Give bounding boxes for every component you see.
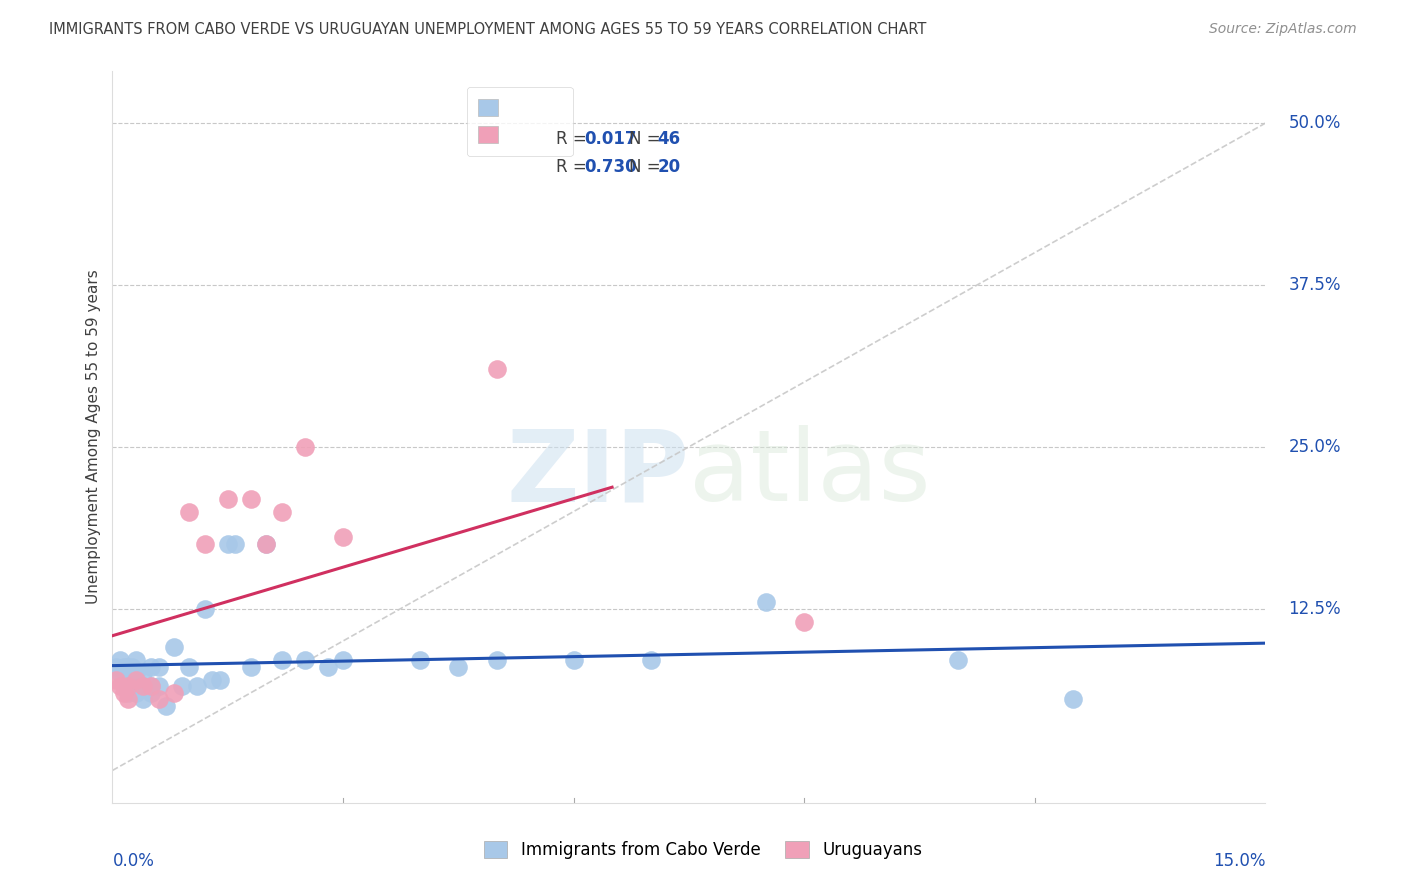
Point <box>117 666 139 681</box>
Point <box>163 640 186 655</box>
Point <box>179 504 201 518</box>
Point <box>209 673 232 687</box>
Point <box>640 653 662 667</box>
Point <box>117 692 139 706</box>
Text: R =: R = <box>557 159 592 177</box>
Point <box>270 653 292 667</box>
Point <box>105 660 128 674</box>
Point <box>112 686 135 700</box>
Point <box>139 679 162 693</box>
Point <box>108 653 131 667</box>
Point <box>194 601 217 615</box>
Point <box>128 679 150 693</box>
Point <box>117 679 139 693</box>
Point <box>105 673 128 687</box>
Point <box>108 679 131 693</box>
Point <box>201 673 224 687</box>
Legend:           ,           : , <box>467 87 572 156</box>
Point <box>217 491 239 506</box>
Point <box>124 673 146 687</box>
Point <box>179 660 201 674</box>
Point <box>239 491 262 506</box>
Text: 0.017: 0.017 <box>585 130 637 148</box>
Point <box>124 673 146 687</box>
Point <box>316 660 339 674</box>
Point <box>485 362 508 376</box>
Legend: Immigrants from Cabo Verde, Uruguayans: Immigrants from Cabo Verde, Uruguayans <box>475 833 931 868</box>
Point <box>562 653 585 667</box>
Point <box>117 686 139 700</box>
Point <box>217 537 239 551</box>
Point <box>254 537 277 551</box>
Point <box>946 653 969 667</box>
Point <box>332 653 354 667</box>
Text: IMMIGRANTS FROM CABO VERDE VS URUGUAYAN UNEMPLOYMENT AMONG AGES 55 TO 59 YEARS C: IMMIGRANTS FROM CABO VERDE VS URUGUAYAN … <box>49 22 927 37</box>
Point <box>148 679 170 693</box>
Point <box>124 686 146 700</box>
Point <box>294 653 316 667</box>
Point <box>793 615 815 629</box>
Point <box>332 530 354 544</box>
Point <box>194 537 217 551</box>
Point <box>447 660 470 674</box>
Text: atlas: atlas <box>689 425 931 522</box>
Text: 0.0%: 0.0% <box>112 852 155 870</box>
Point <box>112 660 135 674</box>
Text: ZIP: ZIP <box>506 425 689 522</box>
Point <box>224 537 246 551</box>
Point <box>163 686 186 700</box>
Point <box>139 660 162 674</box>
Point <box>121 660 143 674</box>
Text: 25.0%: 25.0% <box>1288 438 1341 456</box>
Point <box>270 504 292 518</box>
Text: N =: N = <box>630 130 666 148</box>
Point <box>132 692 155 706</box>
Point <box>124 666 146 681</box>
Point <box>170 679 193 693</box>
Point <box>294 440 316 454</box>
Point <box>124 653 146 667</box>
Point <box>1062 692 1084 706</box>
Point <box>132 679 155 693</box>
Text: 12.5%: 12.5% <box>1288 599 1341 617</box>
Y-axis label: Unemployment Among Ages 55 to 59 years: Unemployment Among Ages 55 to 59 years <box>86 269 101 605</box>
Text: R =: R = <box>557 130 592 148</box>
Point <box>755 595 778 609</box>
Point <box>117 679 139 693</box>
Text: Source: ZipAtlas.com: Source: ZipAtlas.com <box>1209 22 1357 37</box>
Text: 50.0%: 50.0% <box>1288 114 1341 132</box>
Point <box>117 660 139 674</box>
Point <box>139 686 162 700</box>
Point <box>148 692 170 706</box>
Point <box>155 698 177 713</box>
Point <box>186 679 208 693</box>
Text: 37.5%: 37.5% <box>1288 276 1341 294</box>
Point <box>409 653 432 667</box>
Text: N =: N = <box>630 159 666 177</box>
Point <box>254 537 277 551</box>
Point <box>132 679 155 693</box>
Text: 15.0%: 15.0% <box>1213 852 1265 870</box>
Point <box>139 679 162 693</box>
Text: 20: 20 <box>657 159 681 177</box>
Point <box>148 660 170 674</box>
Text: 0.730: 0.730 <box>585 159 637 177</box>
Point <box>132 666 155 681</box>
Point <box>239 660 262 674</box>
Text: 46: 46 <box>657 130 681 148</box>
Point <box>108 666 131 681</box>
Point <box>485 653 508 667</box>
